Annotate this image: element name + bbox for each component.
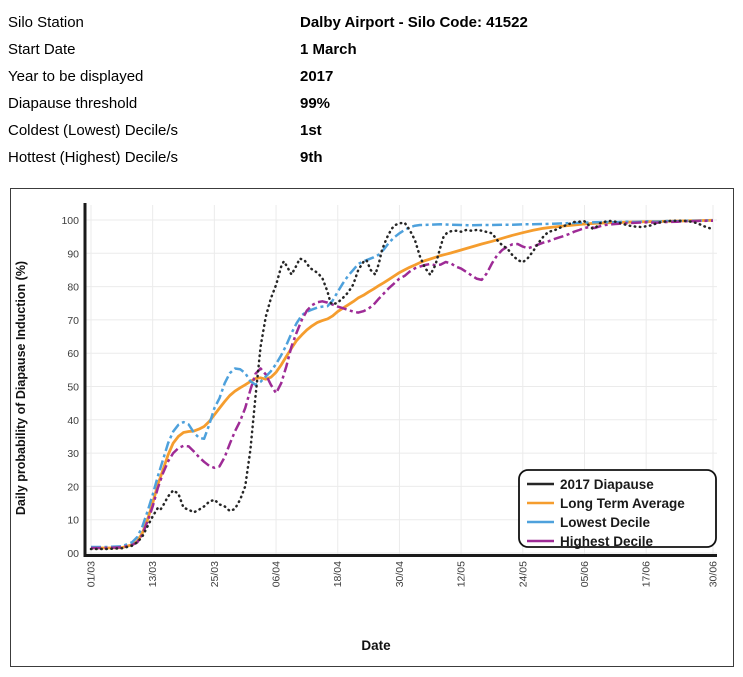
legend-box — [518, 469, 717, 548]
silo-station-label: Silo Station — [8, 14, 84, 31]
y-tick-label: 100 — [61, 215, 79, 227]
chart-svg: 100 90 80 70 60 50 40 30 20 10 00 01/03 13/03 25/03 06… — [14, 203, 720, 653]
legend-label-0: 2017 Diapause — [560, 477, 654, 492]
header-row-year: Year to be displayed 2017 — [8, 63, 743, 90]
hottest-decile-value: 9th — [300, 149, 323, 166]
y-tick-label: 00 — [67, 548, 79, 560]
year-value: 2017 — [300, 68, 334, 85]
x-tick-label: 06/04 — [271, 561, 283, 587]
start-date-value: 1 March — [300, 41, 357, 58]
legend-label-3: Highest Decile — [560, 534, 654, 549]
x-tick-label: 30/04 — [394, 561, 406, 587]
y-tick-label: 60 — [67, 348, 79, 360]
coldest-decile-value: 1st — [300, 122, 322, 139]
silo-station-value: Dalby Airport - Silo Code: 41522 — [300, 14, 528, 31]
legend: 2017 Diapause Long Term Average Lowest Dec… — [518, 469, 717, 549]
header-row-diapause-threshold: Diapause threshold 99% — [8, 90, 743, 117]
axis-lines — [83, 203, 717, 557]
diapause-threshold-value: 99% — [300, 95, 331, 112]
x-tick-label: 24/05 — [517, 561, 529, 587]
y-tick-label: 80 — [67, 282, 79, 294]
y-tick-label: 20 — [67, 481, 79, 493]
x-tick-label: 18/04 — [332, 561, 344, 587]
x-axis-title: Date — [361, 638, 391, 653]
legend-label-2: Lowest Decile — [560, 515, 651, 530]
header-row-coldest-decile: Coldest (Lowest) Decile/s 1st — [8, 117, 743, 144]
x-tick-label: 17/06 — [641, 561, 653, 587]
x-tick-label: 05/06 — [579, 561, 591, 587]
y-tick-label: 10 — [67, 515, 79, 527]
legend-label-1: Long Term Average — [560, 496, 685, 511]
coldest-decile-label: Coldest (Lowest) Decile/s — [8, 122, 179, 139]
x-tick-label: 01/03 — [86, 561, 98, 587]
report-header: Silo Station Dalby Airport - Silo Code: … — [0, 0, 743, 171]
series-line-2 — [91, 219, 714, 549]
y-tick-label: 70 — [67, 315, 79, 327]
series-line-1 — [91, 218, 714, 550]
y-tick-label: 30 — [67, 448, 79, 460]
year-label: Year to be displayed — [8, 68, 144, 85]
diapause-threshold-label: Diapause threshold — [8, 95, 138, 112]
series-line-0 — [89, 219, 715, 551]
start-date-label: Start Date — [8, 41, 76, 58]
chart-panel: 100 90 80 70 60 50 40 30 20 10 00 01/03 13/03 25/03 06… — [10, 188, 734, 667]
x-tick-label: 25/03 — [209, 561, 221, 587]
y-axis-title: Daily probability of Diapause Induction … — [14, 261, 28, 515]
header-row-hottest-decile: Hottest (Highest) Decile/s 9th — [8, 144, 743, 171]
y-tick-label: 40 — [67, 415, 79, 427]
header-row-start-date: Start Date 1 March — [8, 36, 743, 63]
y-tick-label: 90 — [67, 248, 79, 260]
y-tick-label: 50 — [67, 382, 79, 394]
x-tick-label: 13/03 — [147, 561, 159, 587]
hottest-decile-label: Hottest (Highest) Decile/s — [8, 149, 179, 166]
series-line-3 — [91, 219, 714, 550]
header-row-silo-station: Silo Station Dalby Airport - Silo Code: … — [8, 9, 743, 36]
x-tick-label: 12/05 — [456, 561, 468, 587]
x-tick-label: 30/06 — [708, 561, 720, 587]
